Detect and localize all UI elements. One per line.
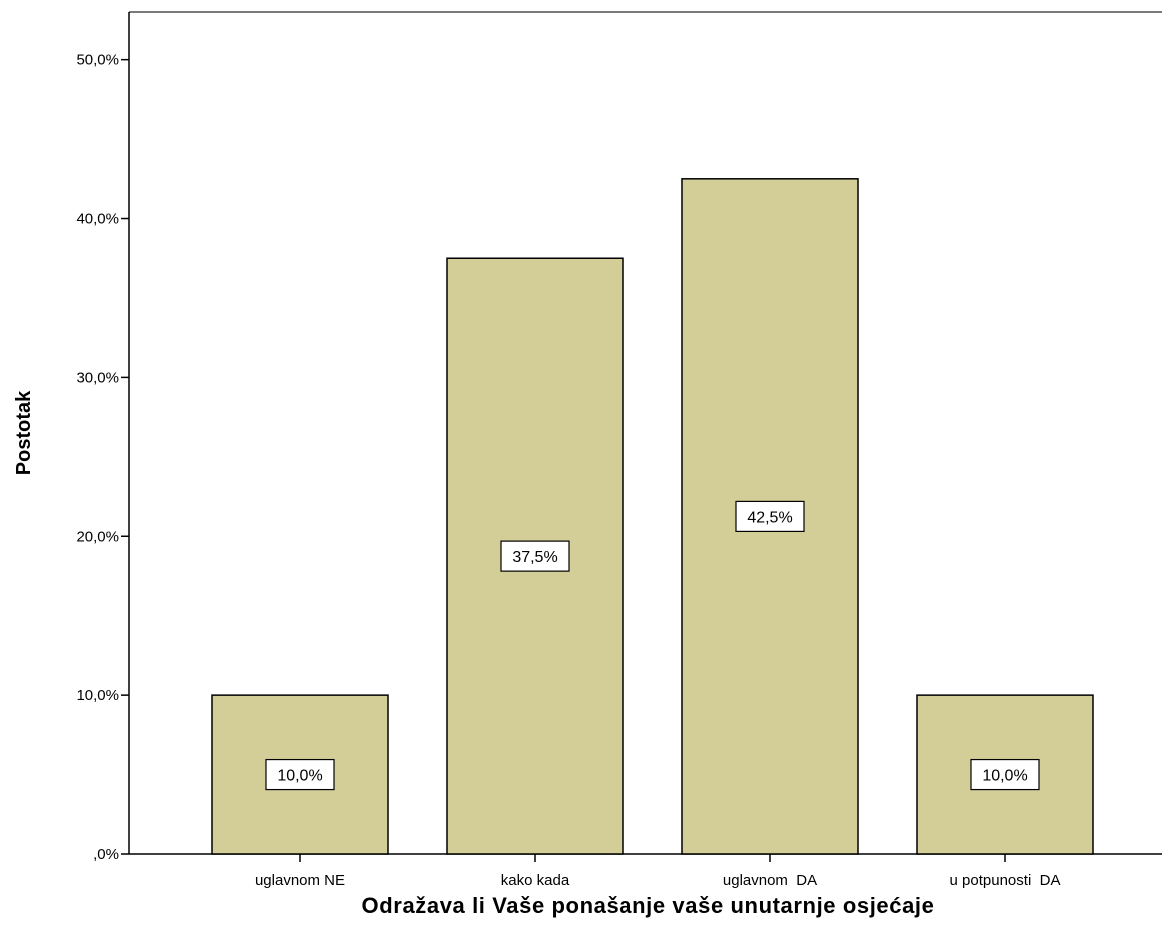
x-tick-label: u potpunosti DA (950, 872, 1061, 889)
y-axis-title: Postotak (13, 390, 35, 475)
y-tick-label: 20,0% (76, 528, 119, 545)
x-tick-label: uglavnom DA (723, 872, 817, 889)
y-tick-label: ,0% (93, 846, 119, 863)
bar (211, 694, 389, 855)
data-label: 37,5% (512, 549, 557, 566)
y-tick-label: 40,0% (76, 211, 119, 228)
y-tick-label: 30,0% (76, 369, 119, 386)
data-label-box (500, 540, 570, 572)
data-label: 10,0% (982, 768, 1027, 785)
y-tick-label: 50,0% (76, 52, 119, 69)
x-tick-label: kako kada (501, 872, 570, 889)
data-label: 42,5% (747, 509, 792, 526)
data-label-box (970, 758, 1040, 791)
y-axis-ticks: ,0% 10,0% 20,0% 30,0% 40,0% 50,0% (76, 52, 129, 863)
x-tick-label: uglavnom NE (255, 872, 345, 889)
bars-group (211, 178, 1094, 855)
x-axis-ticks: uglavnom NE kako kada uglavnom DA u potpuno… (255, 854, 1060, 889)
x-axis-title: Odražava li Vaše ponašanje vaše unutarnj… (362, 893, 935, 918)
data-labels-group: 10,0% 37,5% 42,5% 10,0% (265, 500, 1040, 791)
data-label-box (265, 758, 335, 791)
data-label-box (735, 500, 805, 533)
y-tick-label: 10,0% (76, 687, 119, 704)
data-label: 10,0% (277, 768, 322, 785)
